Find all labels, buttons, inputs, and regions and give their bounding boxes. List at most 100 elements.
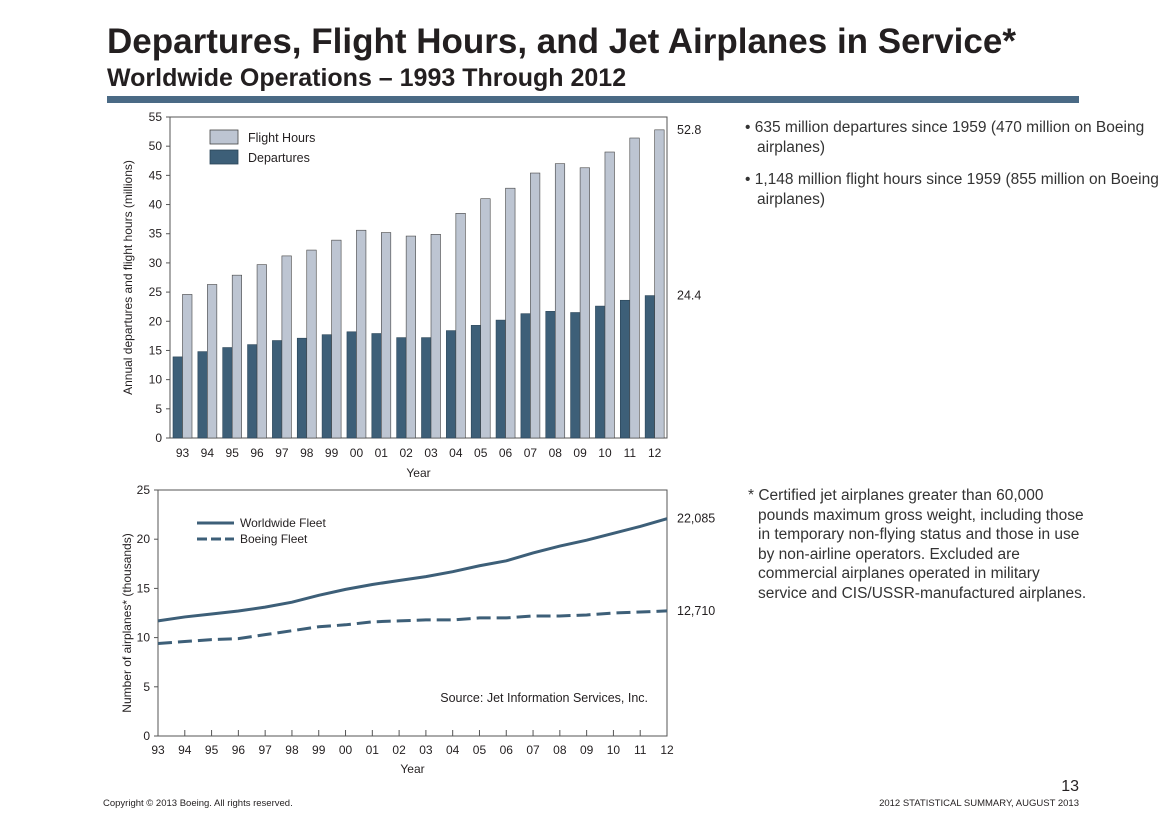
y-tick-label: 0 xyxy=(143,729,150,743)
bar-departures-97 xyxy=(272,340,283,439)
y-tick-label: 5 xyxy=(143,680,150,694)
x-tick-label: 00 xyxy=(339,743,353,757)
x-tick-label: 95 xyxy=(226,446,240,460)
x-tick-label: 10 xyxy=(607,743,621,757)
bar-departures-06 xyxy=(495,319,506,439)
x-tick-label: 05 xyxy=(474,446,488,460)
bar-flight-hours-95 xyxy=(231,274,242,439)
line-worldwide-fleet xyxy=(157,517,668,623)
bullet-departures: • 635 million departures since 1959 (470… xyxy=(745,119,1145,156)
bar-departures-00 xyxy=(346,331,357,439)
x-tick-label: 06 xyxy=(499,446,513,460)
legend-label-flight-hours: Flight Hours xyxy=(248,131,315,145)
x-tick-label: 98 xyxy=(300,446,314,460)
x-tick-label: 97 xyxy=(258,743,272,757)
y-tick-label: 0 xyxy=(155,431,162,445)
bar-departures-99 xyxy=(321,334,332,439)
annotation-boeing: 12,710 xyxy=(677,604,715,618)
bar-flight-hours-09 xyxy=(579,167,590,439)
x-tick-label: 09 xyxy=(573,446,587,460)
x-tick-label: 01 xyxy=(375,446,389,460)
x-tick-label: 09 xyxy=(580,743,594,757)
plot-frame xyxy=(169,116,668,439)
y-tick-label: 20 xyxy=(137,532,151,546)
bar-departures-07 xyxy=(520,313,531,439)
bullet-flight-hours: • 1,148 million flight hours since 1959 … xyxy=(745,171,1159,208)
bar-departures-01 xyxy=(371,333,382,439)
x-tick-label: 08 xyxy=(549,446,563,460)
bar-flight-hours-00 xyxy=(356,229,367,439)
x-tick-label: 95 xyxy=(205,743,219,757)
x-tick-label: 94 xyxy=(178,743,192,757)
x-tick-label: 07 xyxy=(524,446,538,460)
x-tick-label: 96 xyxy=(232,743,246,757)
x-tick-label: 93 xyxy=(151,743,165,757)
x-tick-label: 99 xyxy=(325,446,339,460)
x-tick-label: 98 xyxy=(285,743,299,757)
bar-flight-hours-97 xyxy=(281,255,292,439)
y-tick-label: 40 xyxy=(149,198,163,212)
y-axis-label: Number of airplanes* (thousands) xyxy=(120,533,134,712)
header-rule xyxy=(107,96,1079,103)
x-tick-label: 93 xyxy=(176,446,190,460)
y-tick-label: 10 xyxy=(137,631,151,645)
x-tick-label: 96 xyxy=(250,446,264,460)
legend-label: Worldwide Fleet xyxy=(240,516,326,530)
x-tick-label: 12 xyxy=(660,743,674,757)
bar-flight-hours-08 xyxy=(554,163,566,439)
plot-frame xyxy=(157,489,668,737)
x-tick-label: 11 xyxy=(624,446,637,460)
bar-flight-hours-12 xyxy=(654,129,665,439)
bullet-text: 635 million departures since 1959 (470 m… xyxy=(754,119,1145,156)
bar-flight-hours-06 xyxy=(505,187,516,439)
bar-departures-98 xyxy=(296,337,308,439)
page-title: Departures, Flight Hours, and Jet Airpla… xyxy=(107,22,1016,61)
x-tick-label: 05 xyxy=(473,743,487,757)
bar-departures-09 xyxy=(570,312,581,439)
y-tick-label: 25 xyxy=(149,285,163,299)
x-tick-label: 06 xyxy=(500,743,514,757)
annotation-departures: 24.4 xyxy=(677,289,701,303)
y-axis-label: Annual departures and flight hours (mill… xyxy=(121,160,135,395)
bar-flight-hours-03 xyxy=(430,234,441,439)
copyright: Copyright © 2013 Boeing. All rights rese… xyxy=(103,798,293,809)
publication-info: 2012 STATISTICAL SUMMARY, AUGUST 2013 xyxy=(879,798,1079,809)
bar-departures-11 xyxy=(619,299,631,439)
bar-flight-hours-94 xyxy=(207,284,218,439)
bar-flight-hours-99 xyxy=(331,239,342,439)
x-tick-label: 04 xyxy=(446,743,460,757)
x-tick-label: 02 xyxy=(392,743,406,757)
bar-departures-08 xyxy=(545,311,556,439)
line-boeing-fleet xyxy=(157,609,668,645)
y-tick-label: 15 xyxy=(149,343,163,357)
bar-departures-04 xyxy=(446,330,457,439)
bar-flight-hours-93 xyxy=(182,294,193,439)
bar-flight-hours-04 xyxy=(455,213,466,439)
bar-flight-hours-07 xyxy=(530,172,541,439)
x-tick-label: 10 xyxy=(598,446,612,460)
source-note: Source: Jet Information Services, Inc. xyxy=(440,691,648,705)
y-tick-label: 50 xyxy=(149,139,163,153)
bullet-text: 1,148 million flight hours since 1959 (8… xyxy=(754,171,1159,208)
y-tick-label: 20 xyxy=(149,314,163,328)
bar-departures-93 xyxy=(172,356,183,439)
x-tick-label: 00 xyxy=(350,446,364,460)
bar-flight-hours-98 xyxy=(306,249,317,439)
x-tick-label: 04 xyxy=(449,446,463,460)
y-tick-label: 25 xyxy=(137,483,151,497)
y-tick-label: 55 xyxy=(149,110,163,124)
x-axis-label: Year xyxy=(400,762,424,776)
y-tick-label: 5 xyxy=(155,402,162,416)
bar-flight-hours-11 xyxy=(629,137,640,439)
bar-departures-10 xyxy=(595,305,606,439)
x-tick-label: 02 xyxy=(399,446,413,460)
page-number: 13 xyxy=(1061,778,1079,795)
bar-departures-03 xyxy=(421,337,432,439)
page-subtitle: Worldwide Operations – 1993 Through 2012 xyxy=(107,64,627,92)
legend-swatch-departures xyxy=(209,149,239,165)
stats-bullets: • 635 million departures since 1959 (470… xyxy=(745,118,1169,222)
footnote: * Certified jet airplanes greater than 6… xyxy=(748,487,1087,602)
y-tick-label: 45 xyxy=(149,168,163,182)
